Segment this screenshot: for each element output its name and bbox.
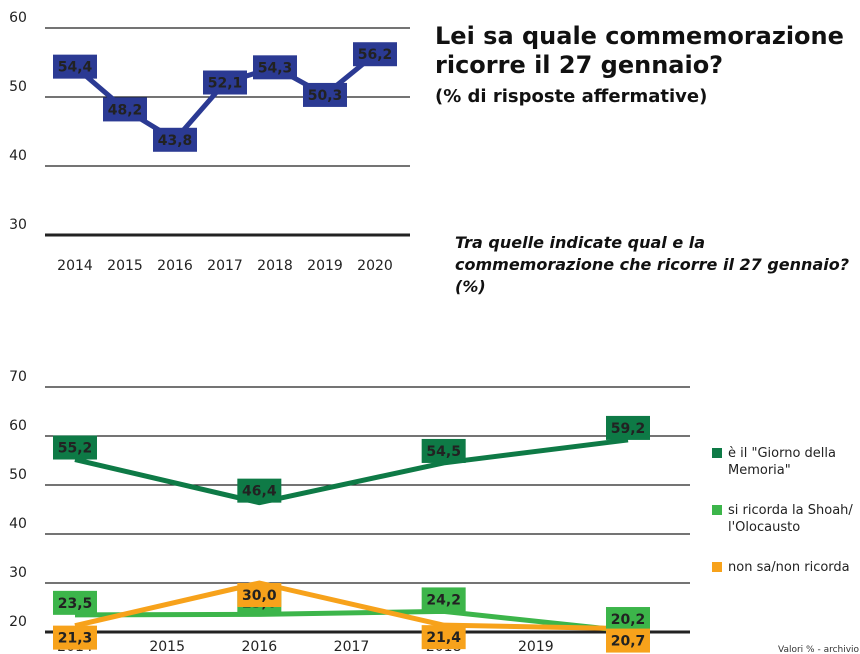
data-label-box [606, 415, 650, 440]
data-label: 43,8 [158, 133, 193, 149]
x-tick-label: 2020 [357, 258, 393, 274]
y-tick-label: 30 [9, 217, 27, 233]
data-label: 24,2 [426, 592, 461, 608]
data-label: 20,2 [611, 612, 646, 628]
data-label: 21,4 [426, 630, 461, 646]
legend-entry: è il "Giorno della Memoria" [712, 445, 860, 479]
line [74, 437, 629, 506]
legend-swatch [712, 562, 722, 572]
legend-swatch [712, 448, 722, 458]
x-tick-label: 2016 [242, 639, 278, 654]
data-label: 21,3 [58, 631, 93, 647]
y-tick-label: 50 [9, 79, 27, 95]
data-label-box [237, 478, 282, 503]
data-label-box [203, 70, 247, 95]
data-label: 54,5 [426, 444, 461, 460]
y-tick-label: 60 [9, 418, 27, 434]
data-label: 52,1 [208, 76, 243, 92]
x-tick-label: 2015 [149, 639, 185, 654]
data-label-box [253, 55, 297, 80]
y-tick-label: 40 [9, 516, 27, 532]
y-tick-label: 20 [9, 614, 27, 630]
data-label-box [237, 583, 282, 607]
x-tick-label: 2017 [334, 639, 370, 654]
y-tick-label: 70 [9, 369, 27, 385]
data-label-box [606, 607, 650, 632]
data-label-box [53, 625, 97, 650]
data-label: 54,4 [58, 60, 93, 76]
data-label: 50,3 [308, 88, 343, 104]
x-tick-label: 2019 [518, 639, 554, 654]
data-label-box [421, 438, 466, 463]
y-tick-label: 60 [9, 10, 27, 26]
x-tick-label: 2017 [207, 258, 243, 274]
note: Valori % - archivio S [778, 645, 860, 654]
x-tick-label: 2016 [157, 258, 193, 274]
data-label-box [103, 97, 147, 122]
line [74, 608, 629, 634]
data-label-box [53, 54, 97, 79]
legend-swatch [712, 505, 722, 515]
chart-subtitle: (% di risposte affermative) [435, 86, 708, 107]
legend-entry: non sa/non ricorda [712, 559, 860, 576]
data-label: 56,2 [358, 47, 393, 63]
y-tick-label: 40 [9, 148, 27, 164]
y-tick-label: 50 [9, 467, 27, 483]
data-label-box [606, 628, 650, 653]
chart-title: Lei sa quale commemorazione ricorre il 2… [435, 22, 844, 79]
data-label: 46,4 [242, 484, 277, 500]
chart-title: Tra quelle indicate qual e la commemoraz… [455, 233, 849, 296]
legend-label: è il "Giorno della Memoria" [728, 446, 836, 478]
legend-entry: si ricorda la Shoah/ l'Olocausto [712, 502, 860, 536]
data-label-box [53, 590, 97, 615]
data-label-box [153, 127, 197, 152]
data-label-box [353, 42, 397, 67]
data-label: 23,5 [58, 596, 93, 612]
data-label-box [303, 82, 347, 107]
y-tick-label: 30 [9, 565, 27, 581]
data-label-box [421, 587, 466, 612]
data-label: 54,3 [258, 60, 293, 76]
x-tick-label: 2015 [107, 258, 143, 274]
x-tick-label: 2014 [57, 258, 93, 274]
x-tick-label: 2019 [307, 258, 343, 274]
data-label-box [53, 435, 97, 460]
data-label: 30,0 [242, 588, 277, 604]
line [74, 580, 629, 632]
x-tick-label: 2018 [257, 258, 293, 274]
data-label: 48,2 [108, 102, 143, 118]
data-label: 55,2 [58, 441, 93, 457]
data-label: 59,2 [611, 421, 646, 437]
data-label-box [421, 625, 466, 650]
legend-label: non sa/non ricorda [728, 560, 850, 575]
legend-label: si ricorda la Shoah/ l'Olocausto [728, 503, 853, 535]
data-label: 20,7 [611, 634, 646, 650]
